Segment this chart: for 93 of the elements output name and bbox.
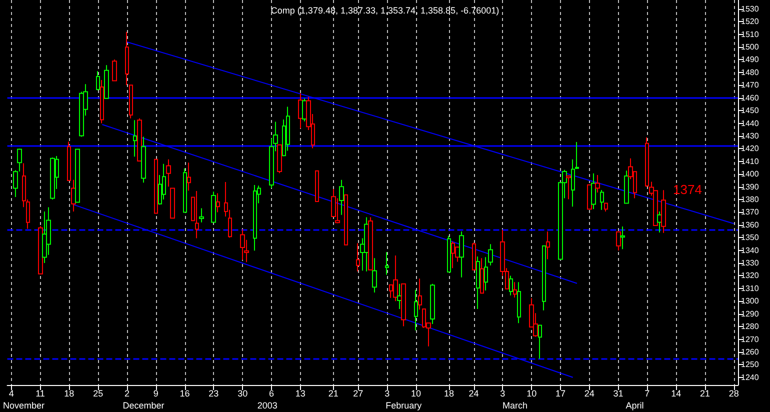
x-tick-label: 11: [36, 388, 45, 398]
y-tick-label: 1240: [741, 372, 760, 382]
candlestick: [385, 252, 389, 276]
y-tick-label: 1260: [741, 347, 760, 356]
x2-tick-label: December: [122, 400, 164, 410]
candlestick: [591, 172, 596, 210]
y-tick-label: 1460: [741, 93, 760, 102]
candlestick: [298, 92, 303, 129]
y-tick-label: 1480: [741, 68, 760, 77]
x-tick-label: 4: [8, 388, 14, 398]
candlestick: [604, 202, 608, 212]
x2-tick-label: April: [626, 400, 644, 410]
y-tick-label: 1280: [741, 322, 760, 332]
x-tick-label: 10: [410, 388, 421, 398]
candlestick: [484, 256, 488, 291]
y-tick-label: 1420: [741, 144, 760, 154]
x2-tick-label: February: [386, 400, 422, 410]
candlestick: [488, 244, 493, 266]
y-tick-label: 1410: [741, 156, 760, 166]
y-tick-label: 1320: [741, 271, 760, 280]
candlestick: [401, 283, 406, 327]
candlestick: [253, 184, 257, 252]
y-tick-label: 1470: [741, 80, 760, 90]
candlestick: [356, 242, 360, 272]
candlestick: [125, 31, 129, 86]
text: Comp (1,379.48, 1,387.33, 1,353.74, 1,358.85, -6.76001): [270, 6, 500, 16]
x-tick-label: 27: [353, 388, 364, 398]
y-tick-label: 1450: [741, 106, 760, 116]
candlestick: [154, 158, 158, 214]
x-tick-label: 3: [384, 388, 390, 398]
x-tick-label: 3: [500, 388, 506, 398]
candlestick: [195, 190, 199, 239]
candlestick: [600, 189, 604, 210]
x-tick-label: 17: [555, 388, 566, 398]
x-tick-label: 2: [124, 388, 130, 398]
x-tick-label: 16: [180, 388, 190, 398]
candlestick: [517, 282, 521, 324]
x-tick-label: 30: [238, 388, 248, 398]
candlestick: [240, 228, 245, 260]
y-tick-label: 1400: [741, 170, 760, 179]
x-tick-label: 24: [468, 388, 479, 398]
candlestick: [620, 226, 625, 250]
x-tick-label: 13: [295, 388, 306, 398]
y-tick-label: 1520: [741, 17, 760, 26]
candlestick: [170, 188, 175, 219]
y-tick-label: 1330: [741, 258, 760, 268]
y-tick-label: 1270: [741, 334, 760, 344]
x2-tick-label: March: [502, 400, 528, 410]
candlestick: [661, 190, 666, 234]
y-tick-label: 1430: [741, 131, 760, 140]
candlestick: [112, 58, 117, 82]
candlestick: [645, 136, 649, 188]
x-tick-label: 21: [700, 388, 710, 398]
y-tick-label: 1510: [741, 30, 760, 39]
candlestick: [67, 141, 71, 182]
y-tick-label: 1490: [741, 55, 760, 64]
y-tick-label: 1440: [741, 118, 760, 128]
x-tick-label: 25: [93, 388, 104, 398]
y-tick-label: 1390: [741, 182, 760, 192]
x-tick-label: 10: [526, 388, 537, 398]
candlestick: [459, 231, 464, 278]
x-tick-label: 21: [328, 388, 338, 398]
x-tick-label: 28: [728, 388, 739, 398]
y-tick-label: 1350: [741, 233, 760, 242]
y-tick-label: 1380: [741, 194, 760, 204]
x2-tick-label: 2003: [257, 400, 278, 410]
x-tick-label: 18: [64, 388, 74, 398]
candlestick: [211, 191, 216, 223]
y-tick-label: 1530: [741, 4, 760, 14]
y-tick-label: 1500: [741, 42, 760, 52]
x-tick-label: 6: [268, 388, 274, 398]
candlestick: [50, 157, 55, 200]
y-tick-label: 1370: [741, 208, 760, 217]
candlestick: [315, 170, 319, 202]
y-tick-label: 1310: [741, 284, 760, 293]
x-tick-label: 31: [613, 388, 624, 398]
x-tick-label: 9: [153, 388, 158, 398]
x-tick-label: 24: [584, 388, 594, 398]
annotation: 1374: [673, 182, 702, 197]
x-tick-label: 14: [671, 388, 682, 398]
y-tick-label: 1290: [741, 309, 760, 318]
x2-tick-label: November: [3, 400, 45, 410]
candlestick: [199, 208, 204, 223]
candlestick: [166, 158, 171, 188]
x-tick-label: 23: [208, 388, 219, 398]
candlestick: [447, 235, 451, 273]
candlestick: [129, 84, 133, 119]
y-tick-label: 1340: [741, 246, 760, 255]
y-tick-label: 1300: [741, 296, 760, 306]
y-tick-label: 1250: [741, 360, 760, 370]
x-tick-label: 7: [644, 388, 650, 398]
y-tick-label: 1360: [741, 220, 760, 230]
x-tick-label: 18: [444, 388, 454, 398]
